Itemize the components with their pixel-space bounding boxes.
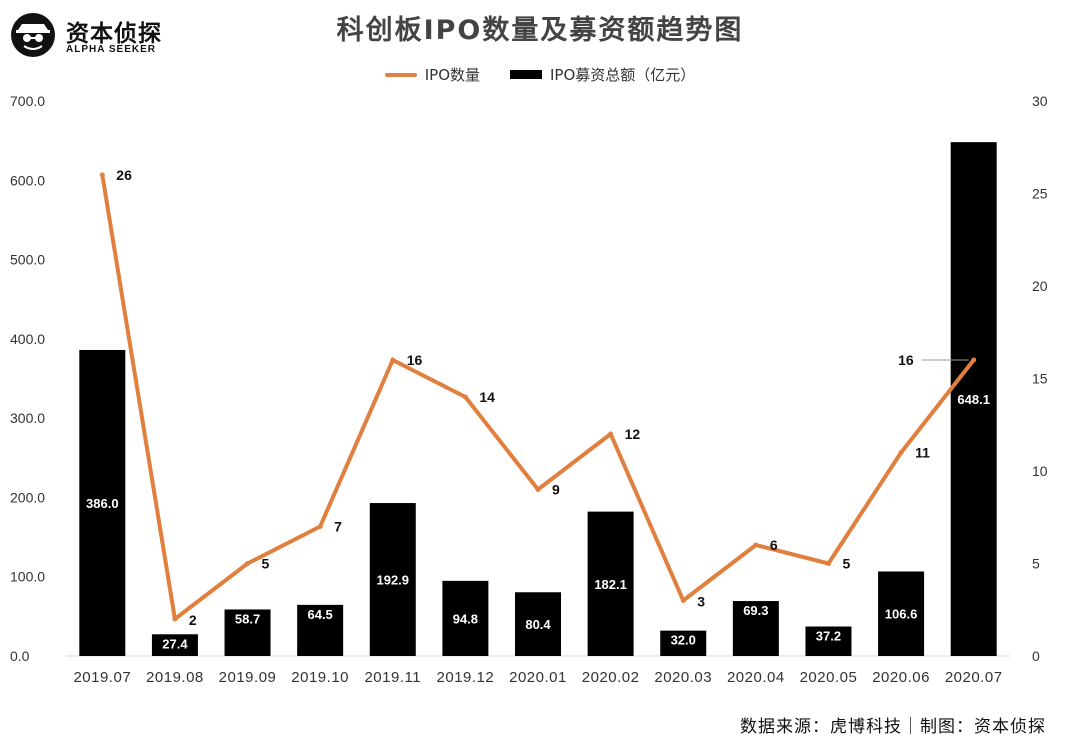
x-axis-tick-label: 2020.06 bbox=[872, 669, 930, 686]
left-axis-tick-label: 300.0 bbox=[10, 410, 45, 426]
right-axis-tick-label: 30 bbox=[1032, 93, 1048, 109]
bar bbox=[878, 571, 925, 656]
bar bbox=[224, 609, 271, 656]
line-series-ipo-count bbox=[100, 173, 976, 621]
line-data-label: 7 bbox=[334, 519, 342, 535]
bar-data-label: 106.6 bbox=[885, 607, 918, 622]
bar-data-label: 192.9 bbox=[376, 573, 409, 588]
line-data-label: 2 bbox=[189, 612, 197, 628]
left-axis-tick-label: 200.0 bbox=[10, 489, 45, 505]
bar bbox=[151, 634, 198, 656]
brand-logo: 资本侦探 ALPHA SEEKER bbox=[10, 12, 180, 62]
right-axis-tick-label: 0 bbox=[1032, 648, 1040, 664]
brand-name: 资本侦探 bbox=[66, 21, 162, 47]
left-axis-tick-label: 500.0 bbox=[10, 252, 45, 268]
x-axis-tick-label: 2020.03 bbox=[654, 669, 712, 686]
line-point bbox=[317, 524, 323, 529]
line-data-label: 5 bbox=[262, 556, 270, 572]
line-point bbox=[608, 431, 614, 437]
bar bbox=[805, 626, 852, 656]
left-axis-tick-label: 700.0 bbox=[10, 93, 45, 109]
line-data-label: 12 bbox=[625, 426, 641, 442]
x-axis-tick-label: 2019.09 bbox=[219, 669, 277, 686]
bar-data-label: 64.5 bbox=[307, 607, 332, 622]
right-axis-tick-label: 10 bbox=[1032, 463, 1048, 479]
right-axis-tick-label: 25 bbox=[1032, 186, 1048, 202]
line-point bbox=[535, 487, 541, 492]
left-axis-tick-label: 0.0 bbox=[10, 648, 30, 664]
x-axis-tick-label: 2019.12 bbox=[437, 669, 495, 686]
line-point bbox=[825, 561, 831, 566]
bar bbox=[369, 503, 416, 656]
x-axis-tick-label: 2020.04 bbox=[727, 669, 785, 686]
line-point bbox=[245, 561, 251, 566]
bar bbox=[297, 604, 344, 656]
line-data-label: 5 bbox=[842, 556, 850, 572]
legend-label-amount: IPO募资总额（亿元） bbox=[550, 66, 696, 84]
bar-data-label: 32.0 bbox=[671, 633, 696, 648]
x-axis-tick-label: 2019.10 bbox=[291, 669, 349, 686]
bar bbox=[79, 349, 126, 656]
line-point bbox=[99, 172, 105, 178]
bar bbox=[442, 580, 489, 656]
legend-item-amount: IPO募资总额（亿元） bbox=[510, 64, 695, 85]
x-axis-tick-label: 2019.07 bbox=[73, 669, 131, 686]
line-data-label: 6 bbox=[770, 537, 778, 553]
bar-data-label: 80.4 bbox=[525, 617, 551, 632]
detective-icon bbox=[11, 13, 55, 57]
x-axis-tick-label: 2019.08 bbox=[146, 669, 204, 686]
line-data-label: 16 bbox=[407, 352, 423, 368]
bar-data-label: 182.1 bbox=[594, 577, 627, 592]
line-point bbox=[172, 616, 178, 622]
bar-data-label: 27.4 bbox=[162, 636, 188, 651]
line-data-label: 11 bbox=[915, 445, 930, 461]
line-data-label: 16 bbox=[898, 352, 914, 368]
bar-data-label: 386.0 bbox=[86, 496, 119, 511]
line-data-label: 3 bbox=[697, 594, 705, 610]
right-axis-tick-label: 15 bbox=[1032, 371, 1048, 387]
bar-data-label: 648.1 bbox=[957, 392, 990, 407]
line-point bbox=[390, 357, 396, 363]
line-point bbox=[753, 542, 759, 548]
line-data-label: 26 bbox=[116, 167, 132, 183]
bar bbox=[950, 142, 997, 656]
legend-line-swatch bbox=[384, 72, 417, 77]
bar bbox=[515, 592, 561, 656]
line-point bbox=[462, 394, 468, 400]
right-axis-tick-label: 20 bbox=[1032, 278, 1048, 294]
right-axis-tick-label: 5 bbox=[1032, 556, 1040, 572]
brand-tagline: ALPHA SEEKER bbox=[66, 44, 156, 55]
bar bbox=[587, 511, 634, 656]
line-data-label: 9 bbox=[552, 482, 560, 498]
chart-title: 科创板IPO数量及募资额趋势图 bbox=[336, 15, 744, 46]
bar bbox=[660, 630, 707, 656]
source-footer: 数据来源：虎博科技｜制图：资本侦探 bbox=[740, 717, 1046, 737]
x-axis-tick-label: 2019.11 bbox=[364, 669, 421, 686]
x-axis-tick-label: 2020.07 bbox=[945, 669, 1003, 686]
x-axis-tick-label: 2020.05 bbox=[800, 669, 858, 686]
line-point bbox=[971, 357, 977, 363]
line-point bbox=[680, 598, 686, 603]
legend-item-count: IPO数量 bbox=[384, 64, 480, 85]
bar-data-label: 37.2 bbox=[816, 629, 841, 644]
x-axis-tick-label: 2020.02 bbox=[582, 669, 640, 686]
bar-data-label: 69.3 bbox=[743, 603, 768, 618]
legend-bar-swatch bbox=[510, 70, 542, 79]
bar bbox=[732, 601, 779, 656]
legend-label-count: IPO数量 bbox=[424, 66, 480, 84]
line-data-label: 14 bbox=[479, 389, 495, 405]
left-axis-tick-label: 400.0 bbox=[10, 331, 45, 347]
left-axis-tick-label: 600.0 bbox=[10, 172, 45, 188]
chart-legend: IPO数量 IPO募资总额（亿元） bbox=[0, 64, 1080, 85]
left-axis-tick-label: 100.0 bbox=[10, 569, 45, 585]
bar-data-label: 58.7 bbox=[235, 611, 260, 626]
x-axis-tick-label: 2020.01 bbox=[509, 669, 567, 686]
line-point bbox=[898, 450, 904, 455]
bar-data-label: 94.8 bbox=[453, 611, 478, 626]
